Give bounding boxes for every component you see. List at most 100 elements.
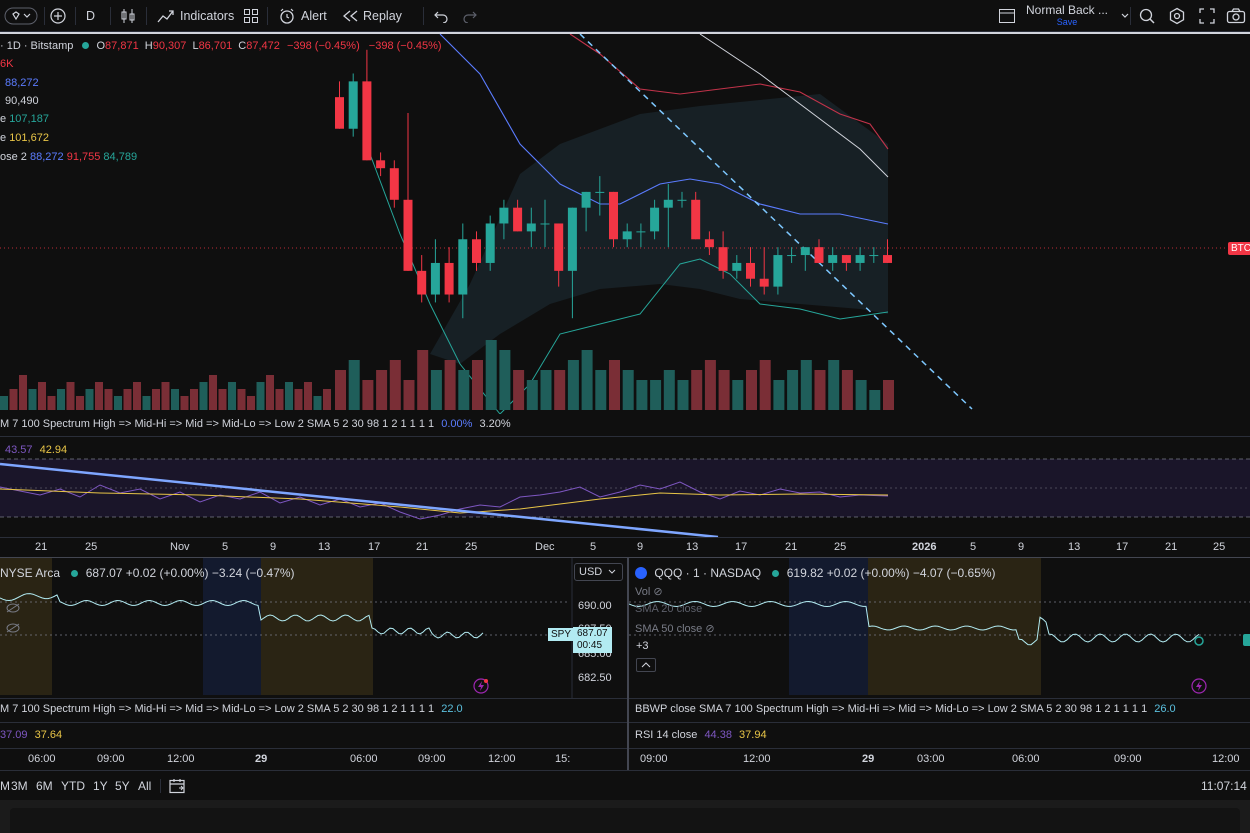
qqq-time-axis[interactable]: 09:00 12:00 29 03:00 06:00 09:00 12:00 [629,748,1250,770]
pane-divider [0,722,627,723]
volume-bar [348,360,360,410]
spy-bbwp-legend[interactable]: M 7 100 Spectrum High => Mid-Hi => Mid =… [0,703,463,715]
currency-select[interactable]: USD [574,563,623,581]
time-axis-label: 06:00 [1012,753,1040,765]
qqq-vol-legend[interactable]: Vol ⊘ [635,585,663,598]
spy-tag-price: 687.07 [577,628,608,639]
lightning-icon[interactable] [473,678,489,697]
qqq-more-indicators[interactable]: +3 [636,640,649,652]
interval-button[interactable]: D [86,9,96,23]
candle-body [704,239,714,248]
ohlc-c-label: C [238,40,247,52]
legend-line-3[interactable]: 90,490 [5,95,39,107]
qqq-rsi-label: RSI 14 close [635,729,698,741]
spy-chart[interactable] [0,558,627,698]
spy-time-axis[interactable]: 06:00 09:00 12:00 29 06:00 09:00 12:00 15: [0,748,627,770]
collapse-legend-button[interactable] [636,658,656,672]
volume-bar [190,389,198,410]
range-button[interactable]: 5Y [115,779,130,793]
volume-bar [313,396,322,410]
date-axis-label: 21 [785,541,798,553]
range-button[interactable]: M [0,779,10,793]
diamond-icon [4,7,38,25]
spy-price-label: 690.00 [578,600,612,612]
range-button[interactable]: All [138,779,152,793]
legend-line-5[interactable]: e 101,672 [0,132,49,144]
split-divider-vertical[interactable] [627,558,629,770]
qqq-title: QQQ · 1 · NASDAQ [654,566,762,580]
qqq-chart[interactable] [629,558,1250,698]
candle-body [800,247,810,256]
volume-bar [732,380,744,410]
eye-off-icon[interactable]: ⊘ [705,623,715,635]
add-symbol-button[interactable] [48,0,68,32]
eye-off-icon[interactable] [6,622,20,636]
spy-tag-time: 00:45 [577,640,603,651]
undo-button[interactable] [434,0,448,32]
eye-off-icon[interactable]: ⊘ [653,586,663,598]
time-axis-label: 12:00 [167,753,195,765]
volume-bar [161,382,170,410]
go-to-date-button[interactable] [168,771,186,801]
volume-bar [554,370,566,410]
alert-button[interactable]: Alert [278,0,327,32]
range-button[interactable]: YTD [61,779,85,793]
date-axis-label: Dec [535,541,555,553]
alert-label: Alert [301,9,327,23]
snapshot-button[interactable] [1226,0,1246,32]
redo-button[interactable] [463,0,477,32]
pane-divider [629,722,1250,723]
bbwp-main-legend[interactable]: M 7 100 Spectrum High => Mid-Hi => Mid =… [0,418,511,430]
time-axis-label: 03:00 [917,753,945,765]
volume-bar [389,360,401,410]
spy-legend[interactable]: NYSE Arca 687.07 +0.02 (+0.00%) −3.24 (−… [0,566,295,580]
clock-display[interactable]: 11:07:14 [1201,779,1247,793]
chart-type-button[interactable] [120,0,136,32]
settings-button[interactable] [1168,0,1186,32]
volume-bar [123,389,132,410]
candle-body [485,223,495,263]
legend-line-2[interactable]: 88,272 [5,77,39,89]
legend-line-6[interactable]: ose 2 88,272 91,755 84,789 [0,151,137,163]
range-button[interactable]: 3M [11,779,28,793]
range-button[interactable]: 6M [36,779,53,793]
qqq-bbwp-legend[interactable]: BBWP close SMA 7 100 Spectrum High => Mi… [635,703,1176,715]
replay-button[interactable]: Replay [342,0,402,32]
indicators-button[interactable]: Indicators [157,0,234,32]
symbol-title[interactable]: · 1D · Bitstamp [0,40,74,52]
eye-off-icon[interactable] [6,602,20,616]
rsi-chart[interactable] [0,437,1250,537]
candle-body [828,255,838,263]
volume-bar [180,396,189,410]
qqq-sma50-legend[interactable]: SMA 50 close ⊘ [635,622,715,635]
fullscreen-button[interactable] [1198,0,1216,32]
volume-bar [228,382,236,410]
volume-bar [499,350,511,410]
qqq-rsi-v2: 37.94 [739,729,767,741]
spy-rsi-legend[interactable]: 37.09 37.64 [0,729,62,741]
legend-line-1[interactable]: 6K [0,58,14,70]
tab-panel-bar[interactable] [10,808,1240,833]
range-button[interactable]: 1Y [93,779,108,793]
qqq-legend[interactable]: QQQ · 1 · NASDAQ 619.82 +0.02 (+0.00%) −… [635,566,996,580]
date-axis[interactable]: 21 25 Nov 5 9 13 17 21 25 Dec 5 9 13 17 21 25 2026 5 9 13 17… [0,537,1250,557]
quick-search-button[interactable] [1138,0,1156,32]
legend-line-4[interactable]: e 107,187 [0,113,49,125]
lightning-icon[interactable] [1191,678,1207,697]
ohlc-open: 87,871 [105,40,139,52]
layout-menu-button[interactable]: Normal Back ... Save [998,0,1130,32]
indicators-icon [157,10,174,23]
rsi-main-legend[interactable]: 43.57 42.94 [5,444,67,456]
spy-bbwp-value: 22.0 [441,703,463,715]
account-menu-button[interactable] [0,0,42,32]
layouts-button[interactable] [243,0,259,32]
candle-body [595,191,605,193]
spy-values: 687.07 +0.02 (+0.00%) −3.24 (−0.47%) [85,566,295,580]
qqq-rsi-legend[interactable]: RSI 14 close 44.38 37.94 [635,729,767,741]
volume-bar [218,389,227,410]
volume-bar [609,360,620,410]
main-price-chart[interactable] [0,34,1250,414]
qqq-sma20-legend[interactable]: SMA 20 close [635,603,702,615]
time-axis-label: 09:00 [97,753,125,765]
volume-bar [650,380,662,410]
